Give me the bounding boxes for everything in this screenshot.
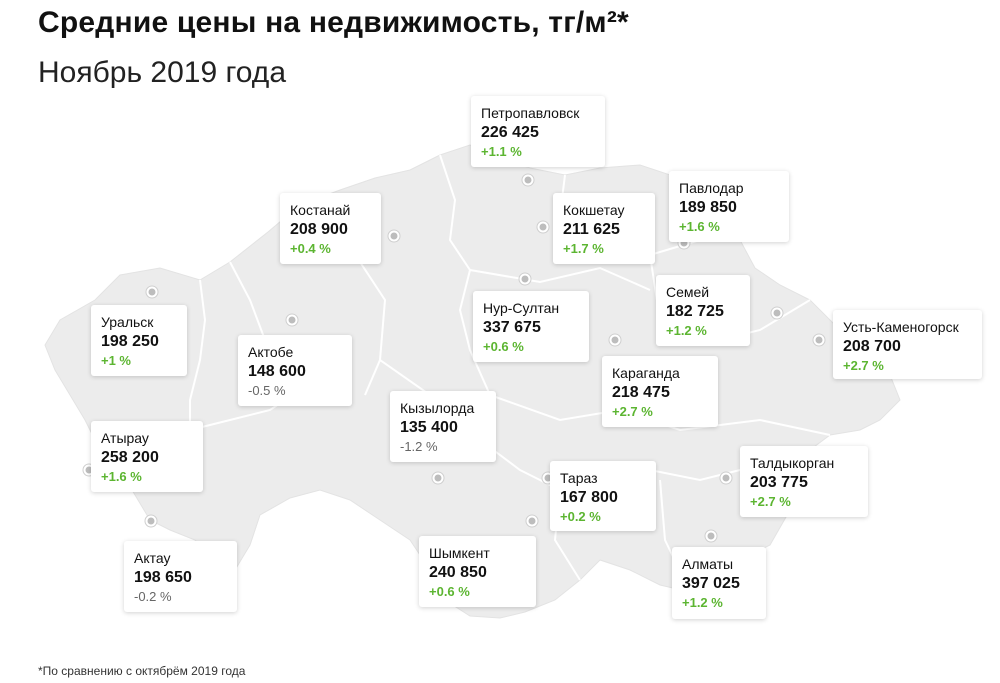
city-card-taraz: Тараз 167 800 +0.2 % [550,461,656,531]
city-price: 208 900 [290,221,348,238]
city-card-aktobe: Актобе 148 600 -0.5 % [238,335,352,406]
city-name: Костанай [290,202,351,218]
city-card-atyrau: Атырау 258 200 +1.6 % [91,421,203,492]
city-pin [145,515,157,527]
city-card-almaty: Алматы 397 025 +1.2 % [672,547,766,619]
city-pin [146,286,158,298]
city-card-pavlodar: Павлодар 189 850 +1.6 % [669,171,789,242]
city-card-semey: Семей 182 725 +1.2 % [656,275,750,346]
city-price: 203 775 [750,474,808,491]
city-price: 167 800 [560,489,618,506]
city-price: 208 700 [843,338,901,355]
city-card-karaganda: Караганда 218 475 +2.7 % [602,356,718,427]
city-price: 397 025 [682,575,740,592]
city-change: +1.7 % [563,241,604,256]
city-change: +0.4 % [290,241,331,256]
city-price: 135 400 [400,419,458,436]
city-name: Петропавловск [481,105,580,121]
city-change: +1.1 % [481,144,522,159]
city-pin [705,530,717,542]
city-price: 211 625 [563,221,620,238]
footnote: *По сравнению с октябрём 2019 года [38,664,246,678]
city-name: Семей [666,284,710,300]
city-name: Тараз [560,470,598,486]
city-card-kokshetau: Кокшетау 211 625 +1.7 % [553,193,655,264]
city-name: Кокшетау [563,202,625,218]
city-change: +1 % [101,353,131,368]
city-card-aktau: Актау 198 650 -0.2 % [124,541,237,612]
city-name: Кызылорда [400,400,475,416]
city-pin [526,515,538,527]
city-change: -0.5 % [248,383,286,398]
city-card-taldykorgan: Талдыкорган 203 775 +2.7 % [740,446,868,517]
city-name: Усть-Каменогорск [843,319,959,335]
city-price: 189 850 [679,199,737,216]
city-price: 182 725 [666,303,724,320]
city-pin [771,307,783,319]
city-price: 226 425 [481,124,539,141]
city-card-uralsk: Уральск 198 250 +1 % [91,305,187,376]
city-price: 148 600 [248,363,306,380]
city-name: Актобе [248,344,294,360]
city-change: +0.6 % [429,584,470,599]
city-change: +1.6 % [679,219,720,234]
city-pin [609,334,621,346]
city-change: +1.2 % [666,323,707,338]
city-change: +2.7 % [750,494,791,509]
city-name: Уральск [101,314,154,330]
city-price: 258 200 [101,449,159,466]
city-change: -0.2 % [134,589,172,604]
page-title: Средние цены на недвижимость, тг/м²* [38,6,629,39]
city-name: Караганда [612,365,680,381]
city-change: +0.2 % [560,509,601,524]
city-card-kostanay: Костанай 208 900 +0.4 % [280,193,381,264]
city-pin [537,221,549,233]
city-change: +1.2 % [682,595,723,610]
page-subtitle: Ноябрь 2019 года [38,56,286,89]
city-name: Актау [134,550,171,566]
city-card-kyzylorda: Кызылорда 135 400 -1.2 % [390,391,496,462]
city-change: +1.6 % [101,469,142,484]
city-name: Павлодар [679,180,744,196]
city-name: Талдыкорган [750,455,835,471]
city-change: +0.6 % [483,339,524,354]
city-pin [432,472,444,484]
city-price: 198 250 [101,333,159,350]
city-pin [519,273,531,285]
city-card-petropavlovsk: Петропавловск 226 425 +1.1 % [471,96,605,167]
city-name: Нур-Султан [483,300,560,316]
city-card-shymkent: Шымкент 240 850 +0.6 % [419,536,536,607]
city-change: +2.7 % [843,358,884,373]
city-card-ust-kamenogorsk: Усть-Каменогорск 208 700 +2.7 % [833,310,982,379]
city-price: 337 675 [483,319,541,336]
city-price: 218 475 [612,384,670,401]
city-card-nur-sultan: Нур-Султан 337 675 +0.6 % [473,291,589,362]
city-name: Алматы [682,556,734,572]
city-pin [286,314,298,326]
city-name: Атырау [101,430,149,446]
city-price: 240 850 [429,564,487,581]
city-pin [720,472,732,484]
city-pin [522,174,534,186]
city-price: 198 650 [134,569,192,586]
city-pin [388,230,400,242]
city-pin [813,334,825,346]
city-name: Шымкент [429,545,490,561]
city-change: -1.2 % [400,439,438,454]
city-change: +2.7 % [612,404,653,419]
